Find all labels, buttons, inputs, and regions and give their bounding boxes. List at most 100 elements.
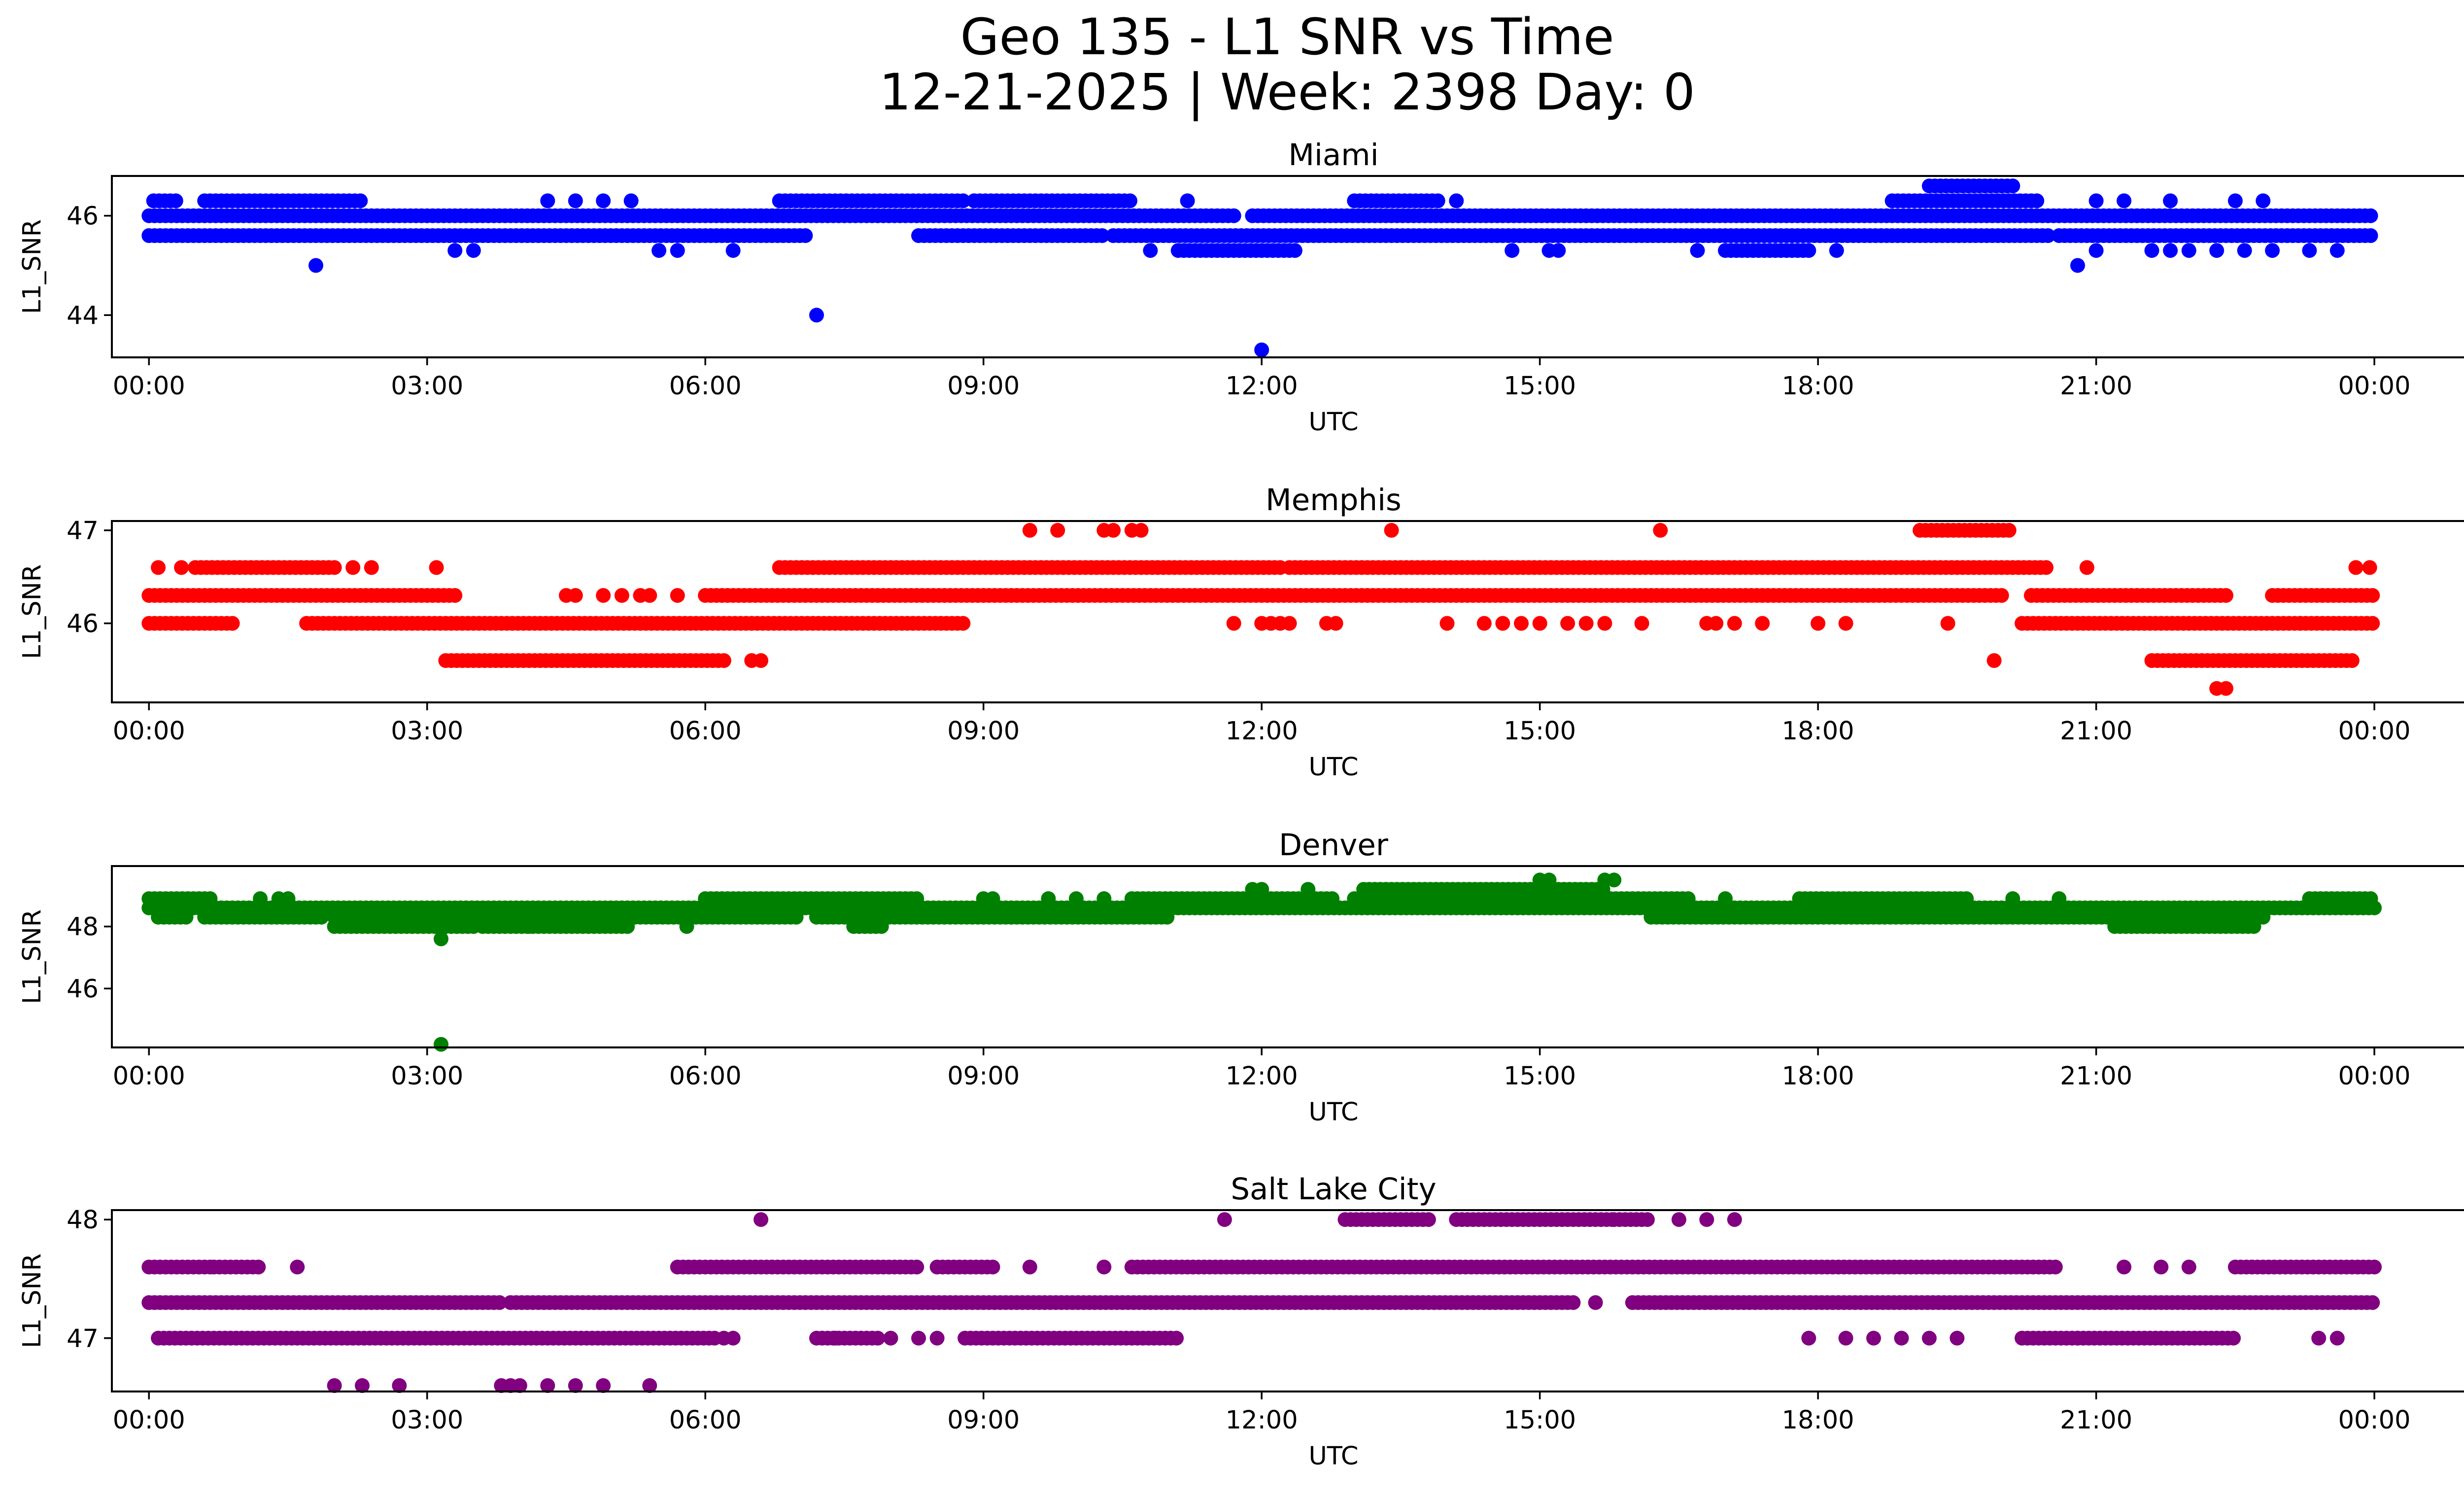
data-point xyxy=(2144,243,2159,258)
y-axis-label: L1_SNR xyxy=(18,1253,47,1348)
data-point xyxy=(290,1259,305,1275)
data-point xyxy=(1133,522,1149,538)
data-point xyxy=(1325,891,1340,906)
data-point xyxy=(2070,1330,2085,1346)
data-point xyxy=(2363,228,2378,243)
data-point xyxy=(623,193,639,209)
x-tick-label: 12:00 xyxy=(1226,717,1298,746)
data-point xyxy=(1439,616,1455,631)
data-points xyxy=(141,178,2378,357)
x-tick-label: 12:00 xyxy=(1226,1406,1298,1435)
data-point xyxy=(827,1330,843,1346)
data-point xyxy=(679,919,694,934)
y-tick-label: 48 xyxy=(67,913,99,942)
data-point xyxy=(596,588,611,603)
data-point xyxy=(151,560,166,575)
x-tick-label: 09:00 xyxy=(947,1062,1020,1091)
data-points xyxy=(141,522,2380,696)
data-point xyxy=(327,1378,342,1393)
x-tick-label: 00:00 xyxy=(113,1406,185,1435)
data-point xyxy=(353,193,368,209)
panel-miami: Miami 00:00 03:00 06:00 09:00 12:00 15:00 18:00… xyxy=(18,138,2464,437)
data-point xyxy=(2005,891,2020,906)
data-point xyxy=(2040,228,2055,243)
data-point xyxy=(2079,560,2094,575)
data-point xyxy=(2219,588,2233,603)
data-point xyxy=(620,919,635,934)
data-point xyxy=(355,1378,370,1393)
data-point xyxy=(1921,1330,1937,1346)
panel-title: Salt Lake City xyxy=(1231,1172,1436,1207)
data-point xyxy=(314,909,329,925)
x-tick-label: 18:00 xyxy=(1782,1062,1854,1091)
data-point xyxy=(1476,616,1492,631)
data-point xyxy=(2365,588,2380,603)
x-tick-label: 06:00 xyxy=(669,372,742,401)
data-point xyxy=(809,308,824,323)
data-point xyxy=(2256,909,2271,925)
data-point xyxy=(911,1330,926,1346)
x-tick-label: 09:00 xyxy=(947,372,1020,401)
y-tick-label: 46 xyxy=(67,202,99,231)
panel-title: Memphis xyxy=(1266,483,1402,518)
data-point xyxy=(2048,1259,2063,1275)
y-tick-label: 47 xyxy=(67,1324,99,1354)
data-point xyxy=(1430,193,1445,209)
x-tick-label: 06:00 xyxy=(669,1062,742,1091)
panel-denver: Denver 00:00 03:00 06:00 09:00 12:00 15:00 18:0… xyxy=(18,828,2464,1127)
data-point xyxy=(568,1378,583,1393)
data-point xyxy=(1699,1212,1714,1227)
data-point xyxy=(203,891,218,906)
data-point xyxy=(1801,243,1816,258)
data-point xyxy=(651,243,667,258)
x-tick-label: 21:00 xyxy=(2060,1406,2132,1435)
y-tick-label: 46 xyxy=(67,610,99,639)
data-point xyxy=(1328,616,1343,631)
data-point xyxy=(251,1259,266,1275)
y-axis-label: L1_SNR xyxy=(18,909,47,1004)
x-tick-label: 18:00 xyxy=(1782,372,1854,401)
data-point xyxy=(2293,616,2308,631)
data-point xyxy=(392,1378,407,1393)
data-point xyxy=(2181,1259,2196,1275)
x-tick-label: 09:00 xyxy=(947,1406,1020,1435)
x-axis-label: UTC xyxy=(1308,408,1358,437)
data-point xyxy=(1566,1295,1581,1310)
x-tick-label: 00:00 xyxy=(113,372,185,401)
data-point xyxy=(1680,891,1696,906)
x-axis-label: UTC xyxy=(1308,1442,1358,1471)
x-tick-label: 12:00 xyxy=(1226,1062,1298,1091)
data-point xyxy=(178,909,194,925)
data-point xyxy=(2348,560,2363,575)
data-point xyxy=(434,1037,448,1052)
data-point xyxy=(1811,616,1826,631)
x-tick-label: 03:00 xyxy=(391,1062,463,1091)
figure-title-line2: 12-21-2025 | Week: 2398 Day: 0 xyxy=(879,63,1695,122)
data-points xyxy=(141,1212,2382,1393)
data-point xyxy=(434,931,448,946)
data-point xyxy=(168,193,183,209)
data-point xyxy=(1041,891,1056,906)
data-point xyxy=(1421,1212,1436,1227)
data-point xyxy=(2256,193,2271,209)
data-point xyxy=(225,616,240,631)
data-point xyxy=(1532,616,1547,631)
data-point xyxy=(1829,243,1844,258)
data-point xyxy=(1541,872,1557,888)
axes-frame xyxy=(111,520,2464,703)
data-point xyxy=(2219,681,2233,696)
y-tick-label: 44 xyxy=(67,301,99,330)
x-tick-label: 06:00 xyxy=(669,717,742,746)
data-point xyxy=(1653,522,1668,538)
data-point xyxy=(1180,193,1195,209)
x-tick-label: 03:00 xyxy=(391,717,463,746)
data-point xyxy=(2329,243,2345,258)
data-point xyxy=(1160,909,1175,925)
y-tick-label: 48 xyxy=(67,1206,99,1235)
data-point xyxy=(1866,1330,1881,1346)
x-tick-label: 15:00 xyxy=(1504,717,1576,746)
data-point xyxy=(1254,882,1269,897)
data-point xyxy=(2365,1295,2380,1310)
data-point xyxy=(308,258,323,273)
data-point xyxy=(492,1295,507,1310)
